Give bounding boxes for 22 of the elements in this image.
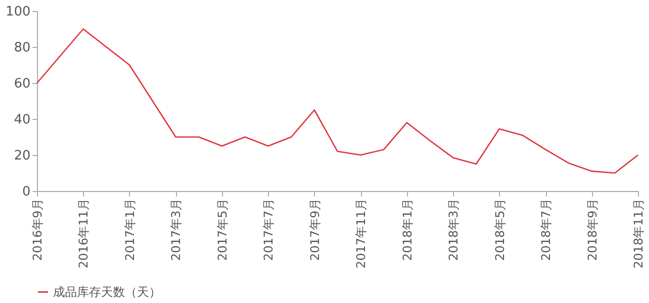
y-tick-label: 20 [14,148,30,164]
y-tick-label: 80 [14,40,30,56]
x-tick-label: 2017年7月 [262,198,276,261]
x-tick-label: 2017年3月 [169,198,184,261]
x-tick-label: 2018年5月 [492,198,507,261]
x-tick-label: 2018年1月 [400,198,414,261]
x-tick-label: 2017年9月 [308,198,322,261]
x-tick-label: 2018年11月 [632,198,646,268]
y-tick-label: 0 [22,184,30,200]
x-tick-label: 2018年3月 [446,198,461,261]
x-tick-label: 2017年1月 [122,198,137,261]
y-tick-label: 60 [14,76,30,92]
line-series [36,28,639,174]
legend-label: 成品库存天数（天） [53,285,161,299]
x-tick-label: 2017年11月 [354,198,368,268]
x-tick-label: 2016年11月 [76,198,91,268]
x-tick-label: 2018年7月 [539,198,554,261]
y-tick-label: 40 [14,112,30,128]
x-tick-label: 2016年9月 [30,198,44,261]
x-tick-label: 2017年5月 [215,198,230,261]
x-tick-label: 2018年9月 [585,198,600,261]
y-tick-label: 100 [6,4,30,20]
